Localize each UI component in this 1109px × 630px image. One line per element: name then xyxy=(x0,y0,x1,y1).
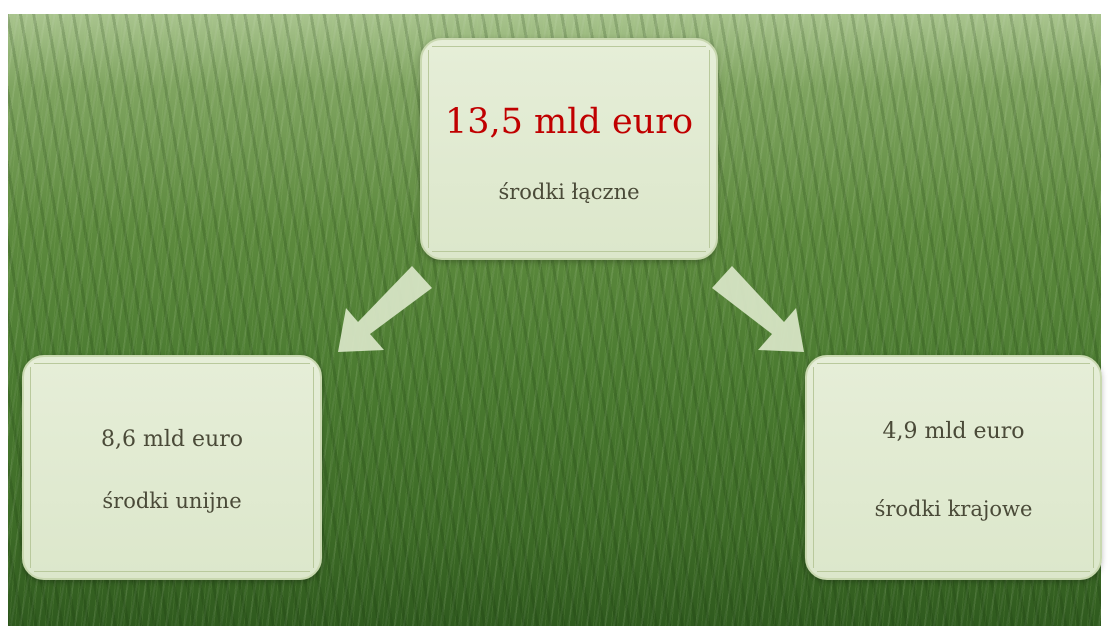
node-label: środki unijne xyxy=(24,489,320,513)
arrow-left xyxy=(338,266,432,352)
node-eu: 8,6 mld euro środki unijne xyxy=(22,355,322,580)
node-national: 4,9 mld euro środki krajowe xyxy=(805,355,1102,580)
node-amount: 8,6 mld euro xyxy=(24,427,320,452)
page: 13,5 mld euro środki łączne 8,6 mld euro… xyxy=(0,0,1109,630)
node-label: środki krajowe xyxy=(807,497,1100,521)
node-amount: 4,9 mld euro xyxy=(807,419,1100,444)
node-label: środki łączne xyxy=(422,180,716,204)
node-amount: 13,5 mld euro xyxy=(422,102,716,142)
node-total: 13,5 mld euro środki łączne xyxy=(420,38,718,260)
arrow-right xyxy=(712,266,804,352)
